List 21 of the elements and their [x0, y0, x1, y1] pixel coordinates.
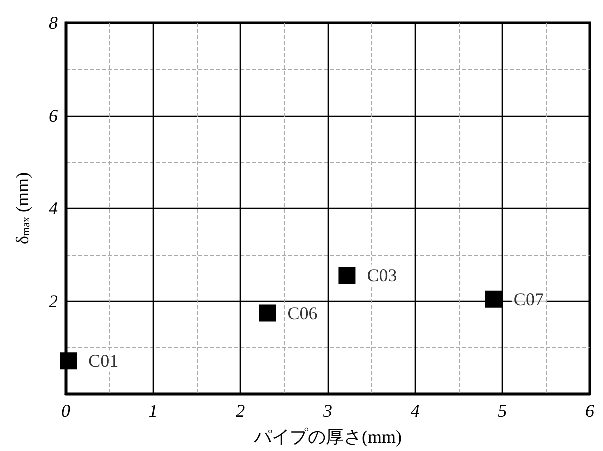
annotation: C01	[88, 351, 119, 372]
point	[485, 290, 502, 308]
x-tick-label: 5	[498, 401, 508, 421]
annotation: C07	[514, 289, 544, 310]
x-tick-label: 6	[586, 401, 594, 421]
y-tick-label: 4	[49, 198, 58, 218]
y-tick-label: 8	[49, 13, 58, 33]
x-tick-label: 2	[236, 401, 246, 421]
point	[338, 267, 356, 284]
x-tick-label: 1	[148, 401, 158, 421]
x-tick-label: 0	[62, 401, 70, 421]
point	[259, 304, 276, 322]
annotation: C03	[367, 266, 398, 286]
y-axis-title: δmax (mm)	[12, 172, 32, 244]
y-tick-label: 6	[49, 106, 58, 126]
x-axis-title: パイプの厚さ(mm)	[253, 427, 402, 447]
x-tick-label: 3	[322, 401, 332, 421]
x-tick-label: 4	[410, 401, 420, 421]
y-tick-label: 2	[49, 291, 58, 312]
annotation: C06	[288, 303, 318, 324]
point	[60, 352, 78, 370]
